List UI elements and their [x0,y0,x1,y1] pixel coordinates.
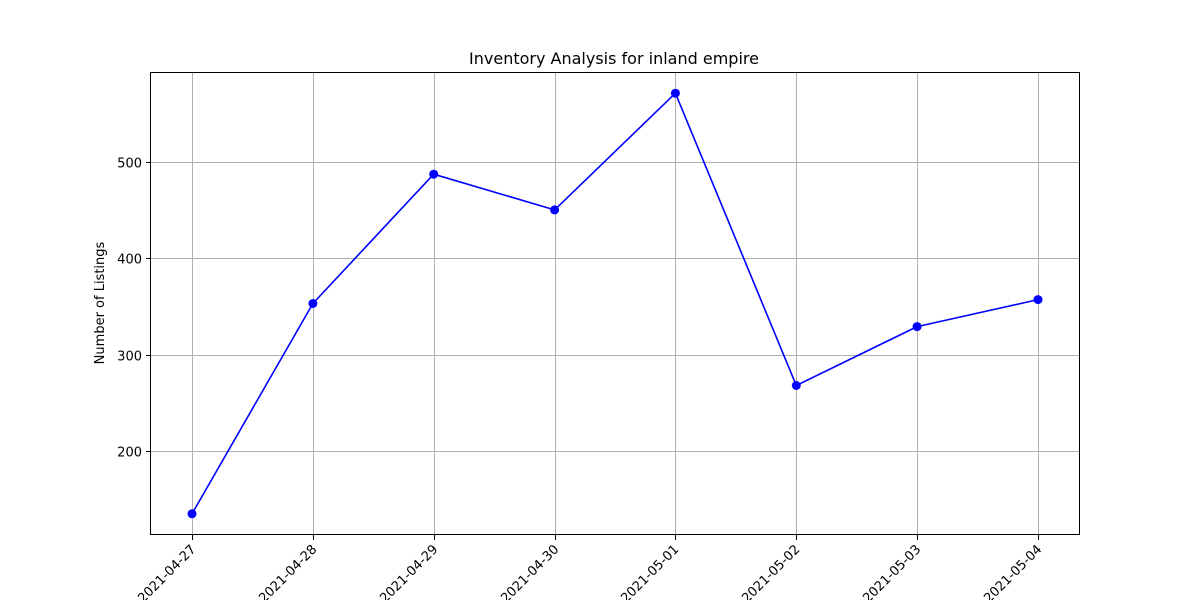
data-point [1033,295,1043,305]
x-tick-label: 2021-05-04 [981,542,1045,600]
y-axis-label: Number of Listings [93,241,108,364]
x-tick-label: 2021-05-01 [618,542,682,600]
series-line [191,92,1039,515]
x-tick-label: 2021-04-27 [135,542,199,600]
data-point [308,299,318,308]
chart-title: Inventory Analysis for inland empire [469,49,759,68]
data-point [187,509,197,519]
y-tick-label: 500 [117,157,142,172]
x-tick-label: 2021-04-28 [256,542,320,600]
x-tick-label: 2021-04-30 [498,542,562,600]
data-point [429,169,439,179]
data-point [550,205,560,215]
x-tick-label: 2021-05-02 [739,542,803,600]
grid [151,72,1080,535]
data-point [670,88,680,98]
x-tick-label: 2021-04-29 [377,542,441,600]
data-point [912,322,922,332]
plot-frame [150,72,1080,535]
x-tick-label: 2021-05-03 [860,542,924,600]
data-point [791,381,801,390]
axis-ticks: 2021-04-27 2021-04-28 2021-04-29 2021-04-30… [117,157,1045,600]
y-tick-label: 300 [117,350,142,365]
y-tick-label: 400 [117,253,142,268]
series-layer [187,88,1043,519]
y-tick-label: 200 [117,446,142,461]
